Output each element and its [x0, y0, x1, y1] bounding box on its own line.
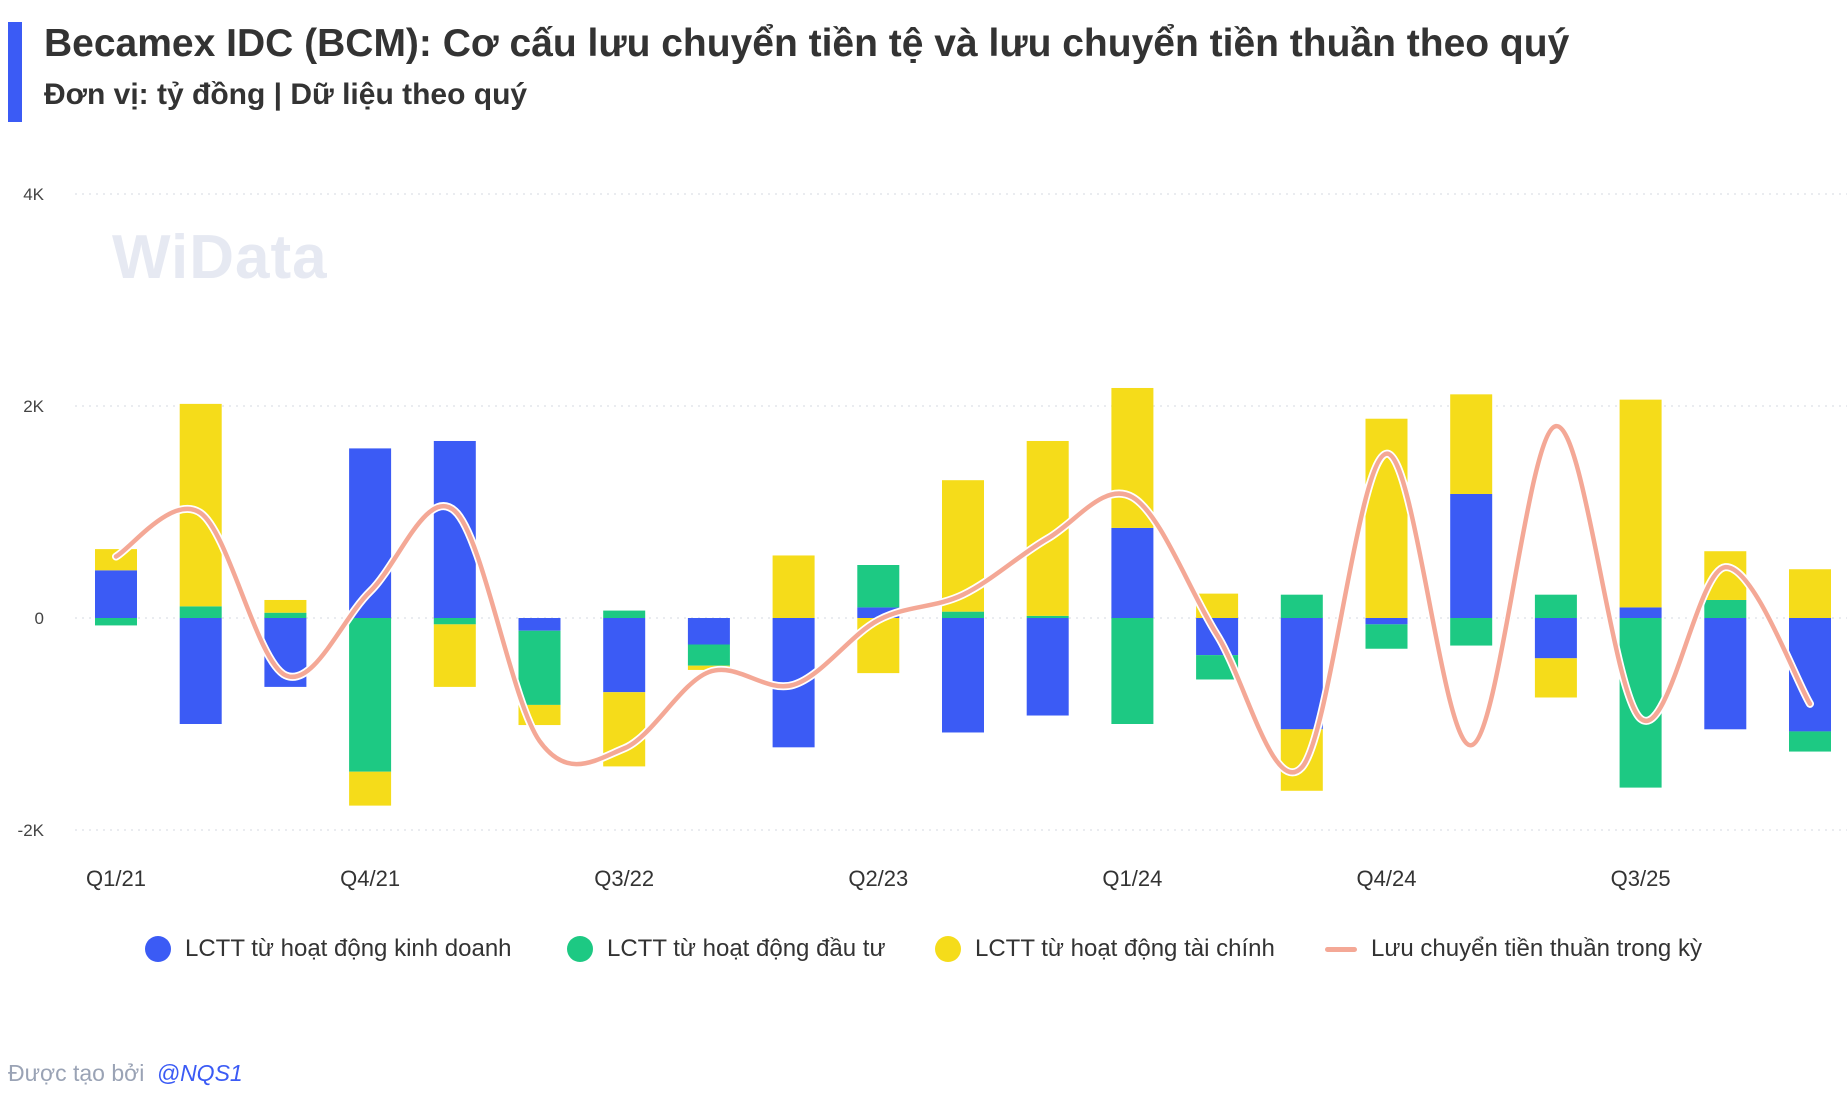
bar-investing-Q4-22[interactable]	[687, 644, 730, 666]
bar-investing-Q1-21[interactable]	[95, 618, 137, 626]
bar-investing-Q2-22[interactable]	[518, 630, 561, 705]
footer-prefix: Được tạo bởi	[8, 1060, 145, 1086]
bar-investing-Q4-25[interactable]	[1704, 599, 1747, 618]
legend-swatch-financing	[935, 936, 961, 962]
x-axis-ticks: Q1/21 Q4/21 Q3/22 Q2/23 Q1/24 Q4/24 Q3/25	[86, 866, 1671, 891]
bar-operating-Q1-24[interactable]	[1111, 527, 1154, 618]
x-tick-label: Q4/24	[1357, 866, 1417, 891]
bar-investing-Q1-26[interactable]	[1789, 731, 1831, 752]
bar-operating-Q1-25[interactable]	[1450, 493, 1493, 618]
bar-investing-Q2-23[interactable]	[857, 565, 900, 608]
footer-credit: Được tạo bởi @NQS1	[8, 1060, 243, 1087]
bar-operating-Q4-25[interactable]	[1704, 618, 1747, 730]
bar-operating-Q2-22[interactable]	[518, 618, 561, 631]
bar-operating-Q3-22[interactable]	[603, 618, 646, 693]
legend-label-financing: LCTT từ hoạt động tài chính	[975, 935, 1275, 962]
bar-investing-Q3-24[interactable]	[1280, 594, 1323, 618]
legend-swatch-net-flow	[1325, 946, 1357, 952]
legend-label-net-flow: Lưu chuyển tiền thuần trong kỳ	[1371, 935, 1702, 962]
bar-investing-Q1-25[interactable]	[1450, 618, 1493, 646]
y-tick-label: 2K	[23, 397, 44, 416]
bar-operating-Q3-24[interactable]	[1280, 618, 1323, 730]
x-tick-label: Q1/24	[1102, 866, 1162, 891]
title-accent-bar	[8, 22, 22, 122]
bar-financing-Q3-25[interactable]	[1619, 399, 1662, 608]
bar-investing-Q2-25[interactable]	[1534, 594, 1577, 618]
legend-swatch-investing	[567, 936, 593, 962]
bar-investing-Q4-21[interactable]	[349, 618, 392, 772]
bar-operating-Q2-25[interactable]	[1534, 618, 1577, 659]
chart-subtitle: Đơn vị: tỷ đồng | Dữ liệu theo quý	[44, 78, 528, 111]
legend-item-financing[interactable]: LCTT từ hoạt động tài chính	[935, 935, 1275, 963]
bar-operating-Q1-21[interactable]	[95, 570, 137, 618]
bar-operating-Q4-24[interactable]	[1365, 618, 1408, 625]
bar-investing-Q1-24[interactable]	[1111, 618, 1154, 724]
bar-operating-Q4-22[interactable]	[687, 618, 730, 645]
legend-item-net-flow[interactable]: Lưu chuyển tiền thuần trong kỳ	[1325, 935, 1702, 963]
bar-operating-Q2-23[interactable]	[857, 607, 900, 618]
bar-operating-Q3-23[interactable]	[942, 618, 984, 733]
legend-label-operating: LCTT từ hoạt động kinh doanh	[185, 935, 512, 962]
bar-investing-Q3-25[interactable]	[1619, 618, 1662, 788]
x-tick-label: Q3/22	[594, 866, 654, 891]
bar-investing-Q3-21[interactable]	[264, 612, 307, 618]
y-tick-label: -2K	[18, 821, 45, 840]
y-tick-label: 0	[35, 609, 44, 628]
bar-financing-Q4-21[interactable]	[349, 771, 392, 806]
bar-investing-Q3-23[interactable]	[942, 611, 984, 618]
legend-swatch-operating	[145, 936, 171, 962]
bar-investing-Q3-22[interactable]	[603, 610, 646, 618]
bar-investing-Q4-24[interactable]	[1365, 624, 1408, 649]
bar-financing-Q3-21[interactable]	[264, 599, 307, 613]
bar-financing-Q1-26[interactable]	[1789, 569, 1831, 618]
bar-investing-Q2-21[interactable]	[179, 606, 222, 618]
bar-financing-Q4-24[interactable]	[1365, 418, 1408, 618]
bar-operating-Q2-21[interactable]	[179, 618, 222, 724]
bar-financing-Q1-25[interactable]	[1450, 394, 1493, 494]
bar-financing-Q2-25[interactable]	[1534, 658, 1577, 698]
bar-financing-Q1-22[interactable]	[433, 624, 476, 687]
bar-investing-Q4-23[interactable]	[1026, 615, 1069, 618]
x-tick-label: Q4/21	[340, 866, 400, 891]
net-flow-line[interactable]	[113, 423, 1813, 775]
bar-financing-Q1-23[interactable]	[772, 555, 815, 618]
footer-handle-link[interactable]: @NQS1	[156, 1060, 243, 1086]
y-axis-ticks: 4K 2K 0 -2K	[18, 185, 45, 840]
bar-operating-Q4-23[interactable]	[1026, 618, 1069, 716]
x-tick-label: Q1/21	[86, 866, 146, 891]
legend-item-operating[interactable]: LCTT từ hoạt động kinh doanh	[145, 935, 512, 963]
legend-item-investing[interactable]: LCTT từ hoạt động đầu tư	[567, 935, 886, 963]
chart-legend: LCTT từ hoạt động kinh doanh LCTT từ hoạ…	[0, 935, 1847, 975]
x-tick-label: Q3/25	[1611, 866, 1671, 891]
legend-label-investing: LCTT từ hoạt động đầu tư	[607, 935, 886, 962]
x-tick-label: Q2/23	[848, 866, 908, 891]
y-tick-label: 4K	[23, 185, 44, 204]
bar-investing-Q1-22[interactable]	[433, 618, 476, 625]
watermark-logo: WiData	[112, 223, 328, 292]
net-flow-line-layer	[112, 422, 1814, 777]
chart-title: Becamex IDC (BCM): Cơ cấu lưu chuyển tiề…	[44, 22, 1570, 65]
bar-operating-Q3-25[interactable]	[1619, 607, 1662, 618]
